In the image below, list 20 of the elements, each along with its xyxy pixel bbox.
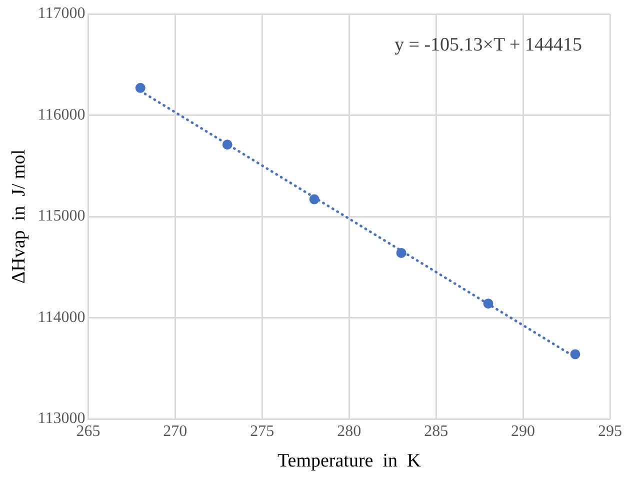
y-tick-label: 116000 bbox=[38, 106, 86, 124]
x-axis-title: Temperature in K bbox=[277, 450, 421, 472]
point bbox=[483, 298, 494, 309]
y-tick-label: 117000 bbox=[38, 5, 86, 22]
annotation: y = -105.13×T + 144415 bbox=[394, 34, 582, 56]
x-tick-label: 275 bbox=[250, 422, 274, 440]
y-axis-title: ΔHvap in J/ mol bbox=[8, 149, 30, 284]
x-tick-label: 285 bbox=[424, 422, 448, 440]
point bbox=[396, 248, 406, 258]
point bbox=[222, 140, 232, 150]
point bbox=[570, 349, 580, 360]
x-tick-label: 265 bbox=[76, 422, 100, 440]
x-tick-label: 270 bbox=[163, 422, 188, 440]
point bbox=[135, 82, 146, 93]
y-tick-label: 114000 bbox=[38, 308, 86, 326]
x-tick-label: 280 bbox=[337, 422, 362, 440]
point bbox=[309, 194, 320, 204]
x-tick-label: 290 bbox=[511, 422, 536, 440]
y-tick-label: 115000 bbox=[38, 208, 86, 225]
x-tick-label: 295 bbox=[598, 422, 622, 440]
